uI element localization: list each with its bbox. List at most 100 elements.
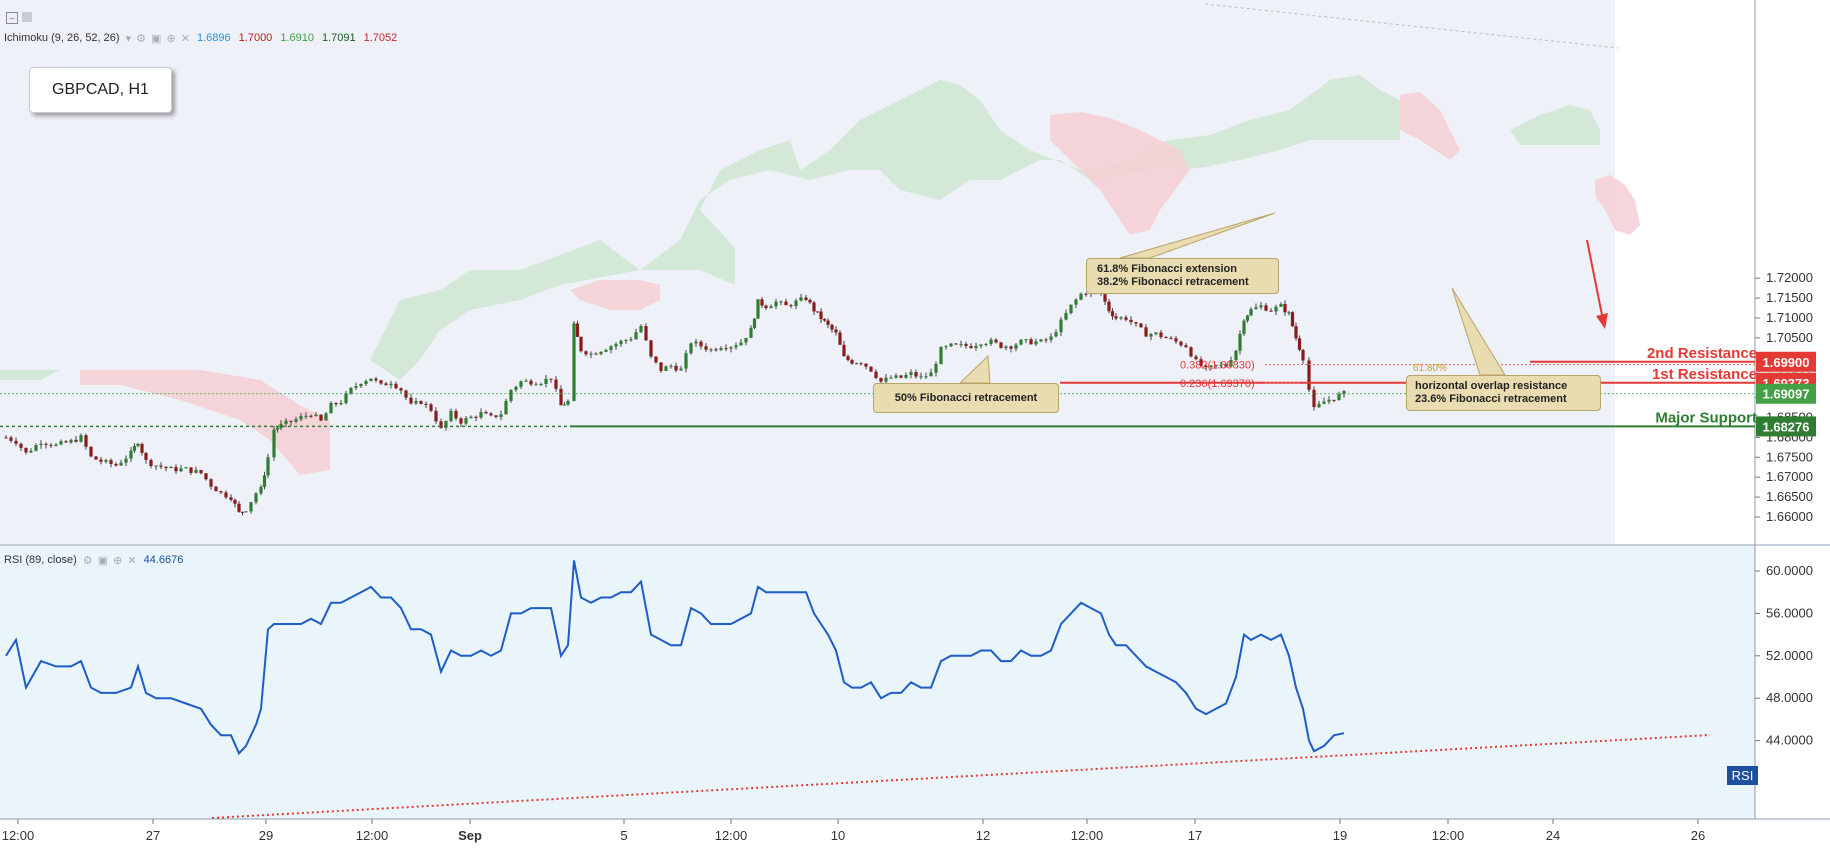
annotation-overlap-resistance: horizontal overlap resistance 23.6% Fibo…: [1406, 375, 1601, 411]
rsi-label: RSI (89, close): [4, 554, 77, 566]
candle-body: [519, 381, 523, 387]
price-badge: [1756, 383, 1816, 404]
candle-body: [14, 440, 18, 444]
candle-body: [84, 435, 88, 447]
candle-body: [249, 502, 253, 512]
candle-body: [724, 348, 728, 350]
candle-body: [524, 380, 528, 382]
candle-body: [1224, 364, 1228, 367]
candle-body: [419, 401, 423, 404]
candle-body: [934, 364, 938, 373]
candle-body: [1149, 334, 1153, 337]
candle-body: [364, 381, 368, 384]
annotation-50-fib: 50% Fibonacci retracement: [873, 383, 1059, 413]
candle-body: [842, 344, 846, 357]
candle-body: [1164, 337, 1168, 339]
rsi-line: [5, 560, 1345, 756]
candle-body: [1139, 323, 1143, 328]
candle-body: [1209, 365, 1213, 368]
candle-body: [1283, 303, 1287, 313]
candle-body: [969, 346, 973, 349]
candle-body: [889, 377, 893, 379]
rsi-value: 44.6676: [143, 554, 184, 566]
pane-maximize-icon[interactable]: [22, 12, 32, 22]
rsi-pane[interactable]: [0, 546, 1755, 819]
candle-body: [644, 325, 648, 341]
candle-body: [4, 437, 8, 439]
candle-body: [944, 346, 948, 348]
candle-body: [1084, 293, 1088, 295]
candle-body: [974, 345, 978, 349]
candle-body: [846, 356, 850, 360]
candle-body: [469, 416, 473, 419]
price-tick-label: 1.66000: [1766, 509, 1813, 524]
time-tick-label: 26: [1691, 828, 1705, 843]
pane-collapse-icon[interactable]: –: [6, 12, 18, 24]
time-tick-label: 12:00: [1071, 828, 1104, 843]
candle-body: [869, 366, 873, 372]
candle-body: [44, 443, 48, 445]
price-badge-label: 1.69097: [1763, 387, 1810, 402]
legend-controls-icon[interactable]: ▾ ⚙ ▣ ⊕ ✕: [125, 32, 191, 45]
candle-body: [1249, 309, 1253, 316]
rsi-legend[interactable]: RSI (89, close) ⚙ ▣ ⊕ ✕ 44.6676: [4, 552, 183, 568]
candle-body: [1129, 319, 1133, 323]
candle-body: [689, 343, 693, 354]
time-tick-label: 12:00: [1432, 828, 1465, 843]
candle-body: [199, 470, 203, 474]
candle-body: [704, 346, 708, 350]
candle-body: [474, 416, 478, 418]
candle-body: [1229, 360, 1233, 367]
candle-body: [349, 387, 353, 394]
rsi-tag-label: RSI: [1731, 768, 1754, 783]
candle-body: [879, 377, 883, 382]
fib-0236-label: 0.236(1.69370): [1180, 378, 1255, 390]
candle-body: [129, 450, 133, 459]
time-tick-label: 19: [1333, 828, 1347, 843]
candle-body: [559, 388, 563, 406]
ichimoku-legend[interactable]: Ichimoku (9, 26, 52, 26) ▾ ⚙ ▣ ⊕ ✕ 1.689…: [4, 30, 397, 46]
candle-body: [74, 439, 78, 442]
candle-body: [659, 362, 663, 371]
analysis-overlay: 0.382(1.69830) 0.236(1.69370) 61.80% 2nd Re…: [0, 3, 1757, 428]
ichimoku-value: 1.7000: [238, 32, 273, 44]
candle-body: [1337, 394, 1341, 400]
candle-body: [804, 297, 808, 300]
price-badge-label: 1.68276: [1763, 419, 1810, 434]
rsi-series: [5, 560, 1711, 819]
candle-body: [760, 299, 764, 306]
candle-body: [299, 416, 303, 420]
candle-body: [599, 351, 603, 355]
candle-body: [729, 347, 733, 349]
candle-body: [694, 341, 698, 344]
candle-body: [826, 320, 830, 325]
candle-body: [604, 350, 608, 352]
candle-body: [309, 415, 313, 417]
price-tick-label: 1.66500: [1766, 489, 1813, 504]
candle-body: [634, 332, 638, 340]
candle-body: [354, 386, 358, 388]
candle-body: [262, 475, 267, 487]
candle-body: [529, 380, 533, 385]
candle-body: [1294, 326, 1298, 339]
rsi-legend-controls-icon[interactable]: ⚙ ▣ ⊕ ✕: [82, 554, 138, 567]
candle-body: [140, 444, 144, 453]
candle-body: [124, 458, 128, 463]
candle-body: [499, 414, 503, 417]
candle-body: [1034, 341, 1038, 345]
ichimoku-cloud-segment: [1050, 112, 1190, 235]
rsi-tick-label: 48.0000: [1766, 690, 1813, 705]
candle-body: [1024, 339, 1028, 341]
candle-body: [594, 353, 598, 355]
candle-body: [909, 372, 913, 375]
ichimoku-value: 1.6896: [197, 32, 231, 44]
candle-body: [204, 473, 208, 480]
candle-body: [572, 323, 576, 401]
candle-body: [914, 372, 918, 377]
candle-body: [259, 486, 263, 494]
candle-body: [334, 402, 338, 405]
candle-body: [1245, 315, 1250, 321]
candle-body: [79, 435, 83, 442]
candle-body: [1301, 349, 1305, 361]
candle-body: [964, 343, 968, 347]
